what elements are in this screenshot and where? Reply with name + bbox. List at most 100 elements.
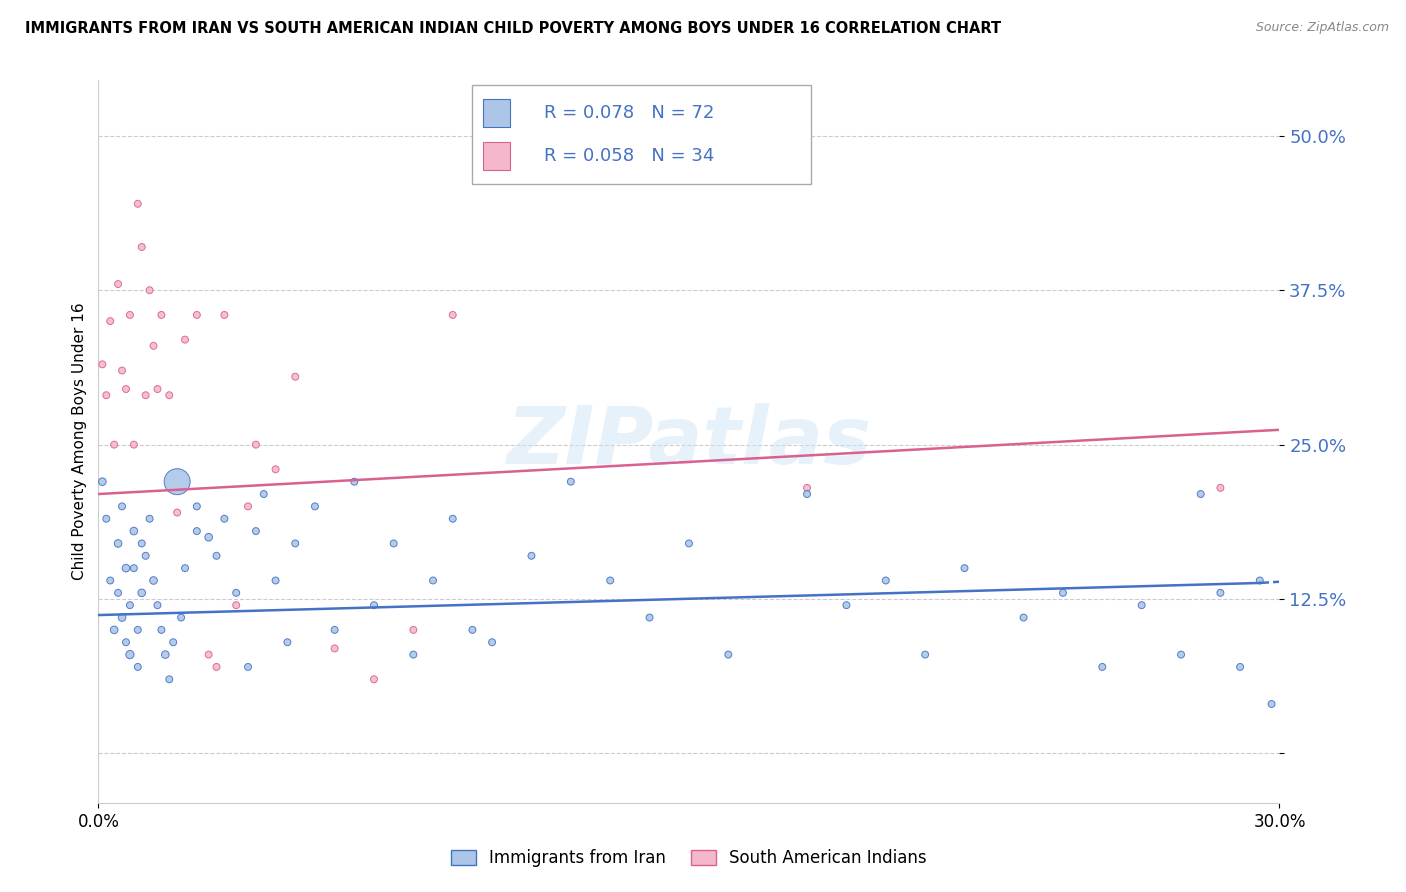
Point (835, 598, 858, 612)
Point (103, 437, 125, 451)
Point (186, 500, 208, 514)
Text: ZIPatlas: ZIPatlas (506, 402, 872, 481)
Point (150, 623, 173, 637)
Text: Source: ZipAtlas.com: Source: ZipAtlas.com (1256, 21, 1389, 34)
Point (284, 536, 307, 550)
Point (1052, 586, 1074, 600)
Point (363, 598, 385, 612)
Point (481, 635, 503, 649)
Point (363, 673, 385, 687)
Point (214, 308, 236, 322)
Point (118, 648, 141, 662)
Point (1209, 586, 1232, 600)
Point (107, 536, 129, 550)
Point (142, 339, 165, 353)
Point (245, 524, 267, 538)
Point (98, 574, 121, 588)
Point (157, 388, 180, 402)
Point (186, 308, 208, 322)
Point (157, 673, 180, 687)
Point (323, 641, 346, 656)
Point (323, 623, 346, 637)
Point (142, 574, 165, 588)
Point (245, 437, 267, 451)
Point (1189, 487, 1212, 501)
Point (135, 388, 157, 402)
Point (122, 561, 145, 575)
Point (1170, 648, 1192, 662)
Point (1249, 574, 1271, 588)
Point (131, 536, 153, 550)
Point (131, 586, 153, 600)
Text: IMMIGRANTS FROM IRAN VS SOUTH AMERICAN INDIAN CHILD POVERTY AMONG BOYS UNDER 16 : IMMIGRANTS FROM IRAN VS SOUTH AMERICAN I… (25, 21, 1001, 36)
Point (118, 598, 141, 612)
Point (264, 574, 287, 588)
Point (1260, 697, 1282, 711)
Point (304, 500, 326, 514)
Point (150, 308, 173, 322)
Point (236, 660, 259, 674)
Point (875, 574, 897, 588)
Point (98, 314, 121, 328)
Point (111, 610, 134, 624)
Point (115, 561, 138, 575)
Point (441, 308, 464, 322)
Point (186, 524, 208, 538)
Point (166, 475, 188, 489)
Point (343, 475, 366, 489)
Point (560, 475, 582, 489)
Point (422, 574, 444, 588)
Point (520, 549, 543, 563)
Point (1091, 660, 1114, 674)
Point (678, 536, 700, 550)
Legend: Immigrants from Iran, South American Indians: Immigrants from Iran, South American Ind… (444, 843, 934, 874)
Point (91, 357, 114, 371)
Point (138, 512, 160, 526)
Point (111, 363, 134, 377)
Point (599, 574, 621, 588)
Point (225, 598, 247, 612)
Point (162, 635, 184, 649)
Point (236, 500, 259, 514)
Point (115, 382, 138, 396)
Point (253, 487, 276, 501)
Text: R = 0.058   N = 34: R = 0.058 N = 34 (544, 146, 714, 165)
Point (111, 500, 134, 514)
Point (118, 308, 141, 322)
Point (382, 536, 405, 550)
Point (402, 648, 425, 662)
Point (214, 512, 236, 526)
Point (146, 598, 169, 612)
Point (103, 623, 125, 637)
Point (1229, 660, 1251, 674)
Point (107, 277, 129, 291)
Point (796, 487, 818, 501)
Point (205, 660, 228, 674)
Point (402, 623, 425, 637)
Point (170, 610, 193, 624)
Point (638, 610, 661, 624)
Point (146, 382, 169, 396)
Point (174, 561, 197, 575)
Point (441, 512, 464, 526)
Point (166, 506, 188, 520)
Point (155, 648, 177, 662)
Point (1012, 610, 1035, 624)
Point (127, 623, 149, 637)
Point (197, 648, 219, 662)
Point (225, 586, 247, 600)
Point (131, 240, 153, 254)
Point (284, 369, 307, 384)
Point (115, 635, 138, 649)
Point (953, 561, 976, 575)
Point (1209, 481, 1232, 495)
Point (205, 549, 228, 563)
Point (276, 635, 298, 649)
Point (127, 660, 149, 674)
Point (107, 586, 129, 600)
Point (461, 623, 484, 637)
Point (197, 530, 219, 544)
Point (96, 388, 118, 402)
Point (138, 283, 160, 297)
Text: R = 0.078   N = 72: R = 0.078 N = 72 (544, 104, 714, 122)
